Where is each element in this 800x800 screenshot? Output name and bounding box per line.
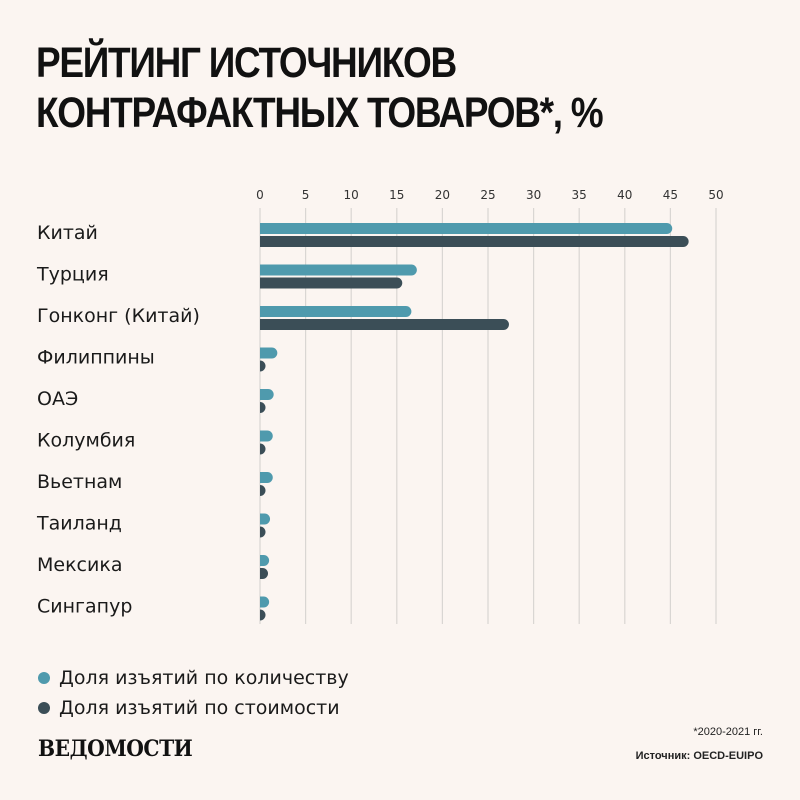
x-tick-label: 20 <box>435 188 450 202</box>
bar-chart: 0 5 10 15 20 25 30 35 40 45 50 Китай Турция Гонконг (… <box>0 0 800 650</box>
category-label: Вьетнам <box>37 471 122 493</box>
footnote: *2020-2021 гг. <box>693 726 763 738</box>
x-tick-label: 40 <box>617 188 632 202</box>
bar-value <box>260 402 266 413</box>
category-label: Гонконг (Китай) <box>37 305 200 327</box>
bar-quantity <box>260 223 672 234</box>
legend-label-quantity: Доля изъятий по количеству <box>59 667 349 689</box>
bar-value <box>260 568 268 579</box>
category-label: Сингапур <box>37 596 132 618</box>
legend-swatch-quantity <box>38 672 50 684</box>
bar-value <box>260 319 509 330</box>
legend: Доля изъятий по количеству Доля изъятий … <box>38 664 349 724</box>
bar-quantity <box>260 555 269 566</box>
bar-value <box>260 236 689 247</box>
x-tick-label: 15 <box>389 188 404 202</box>
category-label: Филиппины <box>37 347 155 369</box>
bar-quantity <box>260 431 273 442</box>
bar-quantity <box>260 389 274 400</box>
x-tick-label: 50 <box>708 188 723 202</box>
legend-item-quantity: Доля изъятий по количеству <box>38 664 349 692</box>
x-tick-label: 45 <box>663 188 678 202</box>
bar-value <box>260 361 266 372</box>
x-tick-label: 35 <box>572 188 587 202</box>
bar-value <box>260 278 402 289</box>
bar-quantity <box>260 514 270 525</box>
bar-quantity <box>260 348 277 359</box>
category-label: Турция <box>36 264 109 286</box>
vedomosti-logo: ВЕДОМОСТИ <box>38 736 192 762</box>
bar-value <box>260 527 266 538</box>
legend-label-value: Доля изъятий по стоимости <box>59 697 340 719</box>
category-label: ОАЭ <box>37 388 78 410</box>
legend-item-value: Доля изъятий по стоимости <box>38 694 349 722</box>
x-tick-label: 5 <box>302 188 310 202</box>
bar-value <box>260 610 266 621</box>
x-tick-label: 30 <box>526 188 541 202</box>
category-label: Китай <box>37 222 98 244</box>
source-note: Источник: OECD-EUIPO <box>636 750 763 762</box>
bar-value <box>260 444 266 455</box>
bar-value <box>260 485 266 496</box>
bar-quantity <box>260 306 411 317</box>
x-tick-label: 10 <box>344 188 359 202</box>
category-label: Колумбия <box>37 430 135 452</box>
category-label: Таиланд <box>36 513 122 535</box>
bar-quantity <box>260 597 269 608</box>
bar-quantity <box>260 265 417 276</box>
legend-swatch-value <box>38 702 50 714</box>
category-label: Мексика <box>37 554 122 576</box>
bar-quantity <box>260 472 273 483</box>
x-tick-label: 0 <box>256 188 264 202</box>
x-tick-label: 25 <box>480 188 495 202</box>
